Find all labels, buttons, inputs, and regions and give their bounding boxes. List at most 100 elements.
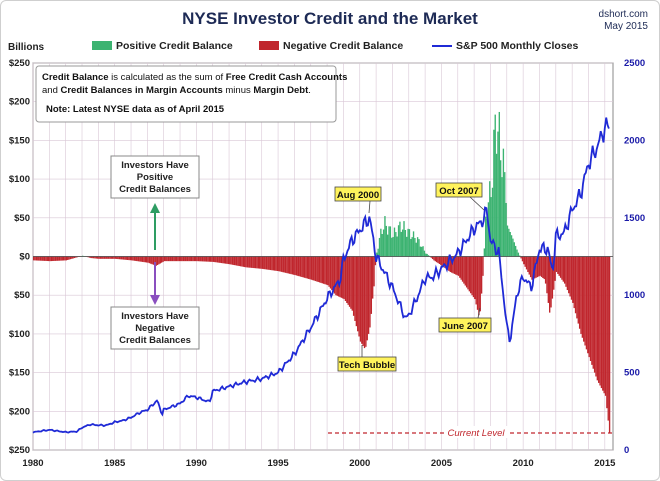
- credit-bar: [595, 256, 597, 377]
- credit-bar: [436, 256, 438, 263]
- credit-bar: [393, 227, 396, 257]
- x-axis-ticks: 1980 1985 1990 1995 2000 2005 2010 2015: [22, 458, 616, 469]
- credit-bar: [587, 256, 589, 354]
- credit-bar: [457, 256, 460, 276]
- credit-bar: [437, 256, 439, 264]
- credit-bar: [57, 256, 59, 261]
- credit-bar: [99, 256, 102, 259]
- credit-bar: [69, 256, 72, 260]
- credit-bar: [563, 256, 566, 284]
- credit-bar: [486, 218, 488, 257]
- credit-bar: [216, 256, 219, 263]
- credit-bar: [33, 256, 35, 261]
- credit-bar: [382, 229, 385, 257]
- credit-bar: [378, 237, 381, 257]
- credit-bar: [190, 256, 193, 262]
- credit-bar: [591, 256, 593, 365]
- credit-bar: [54, 256, 57, 261]
- credit-bar: [403, 221, 405, 257]
- credit-bar: [318, 256, 321, 283]
- x-tick-label: 1995: [268, 458, 290, 469]
- credit-bar: [50, 256, 53, 262]
- credit-bar: [550, 256, 552, 308]
- credit-bar: [196, 256, 198, 262]
- left-tick-label: $0: [19, 252, 30, 263]
- credit-bar: [485, 216, 487, 257]
- credit-bar: [362, 256, 364, 346]
- credit-bar: [253, 256, 255, 269]
- credit-bar: [520, 256, 522, 259]
- credit-bar: [308, 256, 310, 279]
- credit-bar: [106, 256, 108, 259]
- credit-bar: [399, 221, 401, 257]
- credit-bar: [152, 256, 155, 265]
- credit-bar: [370, 256, 373, 314]
- credit-balance-bars: [33, 111, 611, 433]
- credit-bar: [203, 256, 205, 262]
- credit-bar: [102, 256, 104, 259]
- left-tick-label: $200: [9, 406, 30, 417]
- credit-bar: [459, 256, 461, 278]
- credit-bar: [140, 256, 142, 262]
- credit-bar: [293, 256, 295, 275]
- credit-bar: [177, 256, 179, 262]
- credit-bar: [504, 172, 506, 257]
- credit-bar: [64, 256, 66, 261]
- credit-bar: [250, 256, 253, 268]
- credit-bar: [549, 256, 551, 313]
- legend-swatch-negative: [259, 41, 279, 50]
- credit-bar: [105, 256, 107, 259]
- callout-oct-2007: Oct 2007: [435, 182, 485, 211]
- credit-bar: [333, 256, 336, 294]
- right-tick-label: 500: [624, 368, 640, 379]
- credit-bar: [218, 256, 220, 263]
- credit-bar: [291, 256, 294, 275]
- credit-bar: [598, 256, 600, 383]
- credit-bar: [337, 256, 340, 297]
- credit-bar: [241, 256, 243, 267]
- credit-bar: [580, 256, 582, 334]
- credit-bar: [98, 256, 100, 259]
- credit-bar: [305, 256, 307, 279]
- credit-bar: [233, 256, 235, 266]
- credit-bar: [295, 256, 298, 276]
- credit-bar: [377, 248, 379, 257]
- credit-bar: [73, 256, 76, 259]
- credit-bar: [565, 256, 567, 287]
- x-tick-label: 2015: [594, 458, 616, 469]
- x-tick-label: 1985: [104, 458, 126, 469]
- credit-bar: [540, 256, 543, 277]
- credit-bar: [467, 256, 469, 290]
- credit-bar: [350, 256, 352, 309]
- credit-bar: [107, 256, 110, 259]
- credit-bar: [396, 236, 398, 257]
- credit-bar: [163, 256, 166, 262]
- credit-bar: [389, 226, 392, 257]
- credit-bar: [600, 256, 603, 389]
- credit-bar: [320, 256, 322, 283]
- credit-bar: [412, 231, 415, 257]
- credit-bar: [178, 256, 181, 262]
- credit-bar: [256, 256, 258, 269]
- credit-bar: [357, 256, 359, 332]
- credit-bar: [421, 246, 423, 257]
- credit-bar: [444, 256, 446, 268]
- credit-bar: [536, 256, 539, 278]
- credit-bar: [139, 256, 141, 262]
- credit-bar: [301, 256, 303, 278]
- credit-bar: [453, 256, 456, 274]
- credit-bar: [126, 256, 129, 260]
- credit-bar: [201, 256, 204, 262]
- credit-bar: [546, 256, 548, 294]
- credit-bar: [497, 131, 499, 257]
- credit-bar: [490, 197, 492, 257]
- positive-arrow-head: [150, 203, 160, 213]
- credit-bar: [276, 256, 279, 272]
- credit-bar: [288, 256, 291, 274]
- credit-bar: [205, 256, 208, 262]
- credit-bar: [58, 256, 61, 261]
- credit-bar: [128, 256, 130, 261]
- credit-bar: [215, 256, 217, 263]
- credit-bar: [246, 256, 249, 268]
- credit-bar: [143, 256, 145, 263]
